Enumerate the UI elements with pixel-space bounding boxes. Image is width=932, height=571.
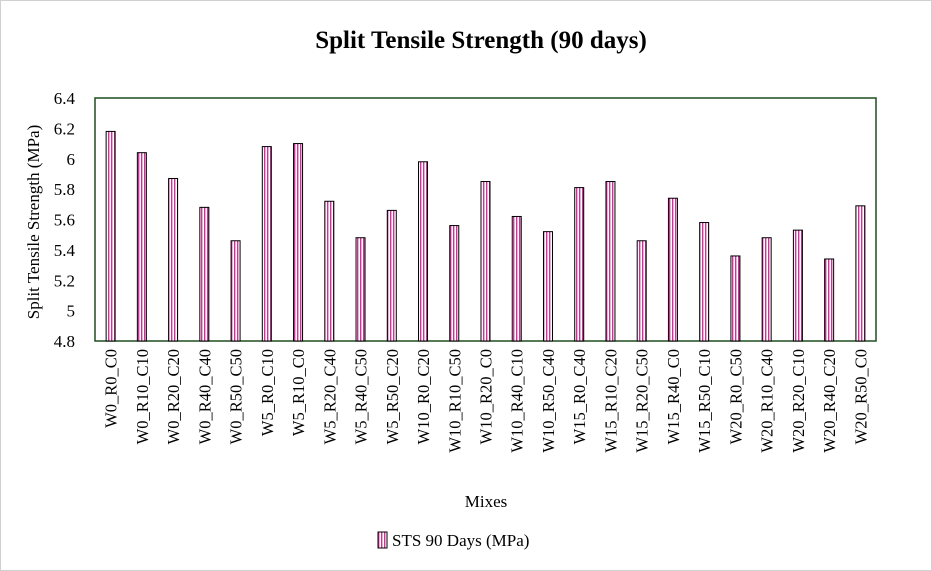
bar [792,229,803,342]
x-tick-label: W10_R40_C10 [508,349,527,453]
y-tick-label: 6 [67,150,76,169]
x-tick-label: W0_R0_C0 [102,349,121,428]
x-tick-label: W10_R50_C40 [539,349,558,453]
y-axis-title: Split Tensile Strength (MPa) [24,125,43,319]
x-tick-label: W20_R10_C40 [758,349,777,453]
x-tick-label: W20_R50_C0 [851,349,870,444]
bar [261,146,272,342]
y-tick-label: 6.2 [54,119,75,138]
x-tick-label: W0_R50_C50 [227,349,246,444]
bar [355,237,366,342]
legend-label: STS 90 Days (MPa) [392,531,529,550]
bar [511,215,522,342]
x-tick-label: W5_R20_C40 [320,349,339,444]
y-tick-label: 5.8 [54,180,75,199]
bar [386,209,397,342]
bar [574,187,585,342]
x-tick-label: W5_R50_C20 [383,349,402,444]
x-tick-label: W15_R0_C40 [570,349,589,444]
bar [449,225,460,342]
y-tick-label: 5.6 [54,211,75,230]
bar [324,200,335,342]
bar [730,255,741,342]
bar [636,240,647,342]
bar [293,143,304,342]
legend-swatch [377,531,388,549]
bar [605,181,616,342]
bar [230,240,241,342]
bar [855,205,866,342]
x-tick-label: W10_R0_C20 [414,349,433,444]
bar [542,231,553,342]
bar [105,130,116,342]
bar [136,152,147,342]
y-tick-label: 5 [67,302,76,321]
bars [105,130,866,342]
x-tick-label: W5_R10_C0 [289,349,308,436]
x-axis-title: Mixes [465,492,508,511]
x-tick-label: W0_R20_C20 [164,349,183,444]
bar [418,161,429,342]
y-tick-label: 5.2 [54,271,75,290]
y-tick-label: 5.4 [54,241,76,260]
x-tick-label: W15_R10_C20 [601,349,620,453]
x-tick-label: W15_R40_C0 [664,349,683,444]
x-tick-label: W20_R0_C50 [726,349,745,444]
x-axis-ticks: W0_R0_C0 W0_R10_C10 W0_R20_C20 W0_R40_C40 W0… [102,349,871,453]
x-tick-label: W10_R20_C0 [477,349,496,444]
x-tick-label: W10_R10_C50 [445,349,464,453]
bar [824,258,835,342]
bar [480,181,491,342]
x-tick-label: W20_R40_C20 [820,349,839,453]
y-tick-label: 6.4 [54,89,76,108]
legend: STS 90 Days (MPa) [377,531,529,550]
bar [168,177,179,342]
y-tick-label: 4.8 [54,332,75,351]
x-tick-label: W5_R40_C50 [352,349,371,444]
x-tick-label: W15_R50_C10 [695,349,714,453]
y-axis-ticks: 4.8 5 5.2 5.4 5.6 5.8 6 6.2 6.4 [54,89,76,351]
x-tick-label: W0_R40_C40 [195,349,214,444]
bar [761,237,772,342]
bar [667,197,678,342]
bar [699,222,710,342]
bar [199,206,210,342]
x-tick-label: W15_R20_C50 [633,349,652,453]
chart-title: Split Tensile Strength (90 days) [315,27,647,54]
x-tick-label: W5_R0_C10 [258,349,277,436]
x-tick-label: W20_R20_C10 [789,349,808,453]
x-tick-label: W0_R10_C10 [133,349,152,444]
